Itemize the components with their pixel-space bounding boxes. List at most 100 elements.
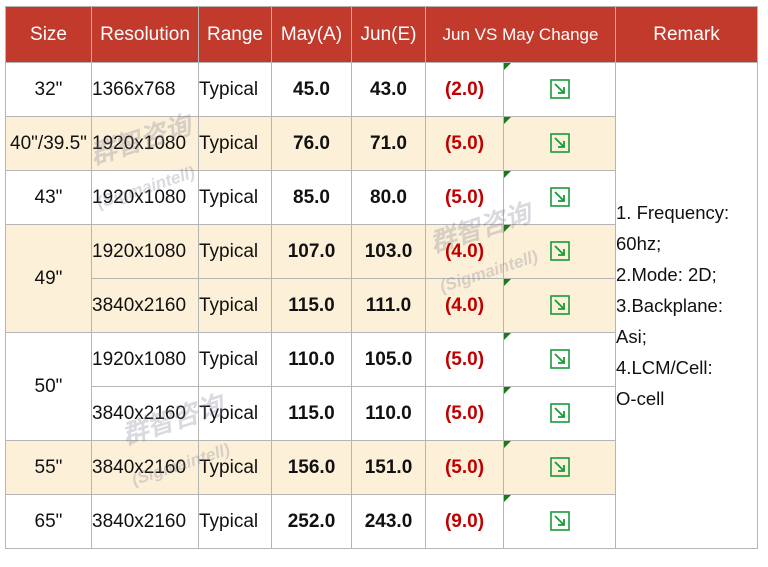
- range-cell: Typical: [198, 278, 272, 333]
- down-trend-arrow-icon: [549, 241, 570, 262]
- header-resolution: Resolution: [91, 6, 199, 63]
- change-cell: (5.0): [425, 170, 504, 225]
- remark-line: Asi;: [616, 326, 647, 347]
- down-trend-arrow-icon: [549, 511, 570, 532]
- resolution-cell: 1920x1080: [91, 170, 199, 225]
- table-row: 50" 1920x1080 Typical 110.0 105.0 (5.0): [5, 332, 758, 441]
- remark-cell: 1. Frequency: 60hz; 2.Mode: 2D; 3.Backpl…: [615, 62, 759, 549]
- jun-cell: 43.0: [351, 62, 426, 117]
- resolution-cell: 1920x1080: [91, 332, 199, 387]
- down-trend-arrow-icon: [549, 79, 570, 100]
- trend-indicator-cell: [502, 170, 617, 225]
- header-range: Range: [198, 6, 272, 63]
- down-trend-arrow-icon: [549, 295, 570, 316]
- may-cell: 115.0: [271, 386, 352, 441]
- resolution-cell: 3840x2160: [91, 386, 199, 441]
- comment-marker-icon: [504, 279, 511, 286]
- change-cell: (9.0): [425, 494, 504, 549]
- jun-cell: 110.0: [351, 386, 426, 441]
- may-cell: 156.0: [271, 440, 352, 495]
- comment-marker-icon: [504, 387, 511, 394]
- range-cell: Typical: [198, 170, 272, 225]
- down-trend-arrow-icon: [549, 457, 570, 478]
- change-cell: (4.0): [425, 278, 504, 333]
- size-cell: 55": [5, 440, 92, 495]
- table-row: 3840x2160 Typical 115.0 110.0 (5.0): [6, 386, 758, 441]
- trend-indicator-cell: [502, 278, 617, 333]
- trend-indicator-cell: [502, 386, 617, 441]
- table-row: 65" 3840x2160 Typical 252.0 243.0 (9.0): [5, 494, 758, 549]
- size-cell: 32": [5, 62, 92, 117]
- resolution-cell: 1366x768: [91, 62, 199, 117]
- price-table: Size Resolution Range May(A) Jun(E) Jun …: [5, 6, 759, 549]
- may-cell: 85.0: [271, 170, 352, 225]
- jun-cell: 80.0: [351, 170, 426, 225]
- size-cell: 65": [5, 494, 92, 549]
- change-cell: (5.0): [425, 332, 504, 387]
- remark-line: 3.Backplane:: [616, 295, 723, 316]
- resolution-cell: 1920x1080: [91, 116, 199, 171]
- trend-indicator-cell: [502, 494, 617, 549]
- may-cell: 110.0: [271, 332, 352, 387]
- table-row: 32" 1366x768 Typical 45.0 43.0 (2.0) 1. …: [5, 62, 759, 549]
- range-cell: Typical: [198, 494, 272, 549]
- change-cell: (4.0): [425, 224, 504, 279]
- comment-marker-icon: [504, 63, 511, 70]
- comment-marker-icon: [504, 225, 511, 232]
- trend-indicator-cell: [502, 224, 617, 279]
- table-row: 3840x2160 Typical 115.0 111.0 (4.0): [6, 278, 758, 333]
- trend-indicator-cell: [502, 62, 617, 117]
- size-cell: 49": [5, 224, 92, 333]
- change-cell: (5.0): [425, 440, 504, 495]
- table-row: 55" 3840x2160 Typical 156.0 151.0 (5.0): [5, 440, 758, 495]
- range-cell: Typical: [198, 440, 272, 495]
- change-cell: (2.0): [425, 62, 504, 117]
- range-cell: Typical: [198, 224, 272, 279]
- comment-marker-icon: [504, 171, 511, 178]
- remark-line: 60hz;: [616, 233, 662, 254]
- header-jun: Jun(E): [351, 6, 426, 63]
- jun-cell: 71.0: [351, 116, 426, 171]
- resolution-cell: 3840x2160: [91, 440, 199, 495]
- jun-cell: 105.0: [351, 332, 426, 387]
- down-trend-arrow-icon: [549, 133, 570, 154]
- may-cell: 252.0: [271, 494, 352, 549]
- header-change: Jun VS May Change: [424, 6, 617, 63]
- jun-cell: 243.0: [351, 494, 426, 549]
- down-trend-arrow-icon: [549, 187, 570, 208]
- change-cell: (5.0): [425, 386, 504, 441]
- remark-line: 2.Mode: 2D;: [616, 264, 717, 285]
- comment-marker-icon: [504, 333, 511, 340]
- jun-cell: 151.0: [351, 440, 426, 495]
- size-cell: 40"/39.5": [5, 116, 92, 171]
- range-cell: Typical: [198, 116, 272, 171]
- resolution-cell: 3840x2160: [91, 494, 199, 549]
- trend-indicator-cell: [502, 332, 617, 387]
- size-cell: 43": [5, 170, 92, 225]
- remark-line: 4.LCM/Cell:: [616, 357, 713, 378]
- table-row: 40"/39.5" 1920x1080 Typical 76.0 71.0 (5…: [5, 116, 758, 171]
- down-trend-arrow-icon: [549, 403, 570, 424]
- may-cell: 76.0: [271, 116, 352, 171]
- header-may: May(A): [271, 6, 352, 63]
- comment-marker-icon: [504, 441, 511, 448]
- remark-line: 1. Frequency:: [616, 202, 730, 223]
- remark-line: O-cell: [616, 388, 665, 409]
- may-cell: 45.0: [271, 62, 352, 117]
- comment-marker-icon: [504, 117, 511, 124]
- trend-indicator-cell: [502, 116, 617, 171]
- trend-indicator-cell: [502, 440, 617, 495]
- header-remark: Remark: [615, 6, 759, 63]
- range-cell: Typical: [198, 62, 272, 117]
- range-cell: Typical: [198, 386, 272, 441]
- jun-cell: 103.0: [351, 224, 426, 279]
- size-cell: 50": [5, 332, 92, 441]
- comment-marker-icon: [504, 495, 511, 502]
- resolution-cell: 1920x1080: [91, 224, 199, 279]
- down-trend-arrow-icon: [549, 349, 570, 370]
- resolution-cell: 3840x2160: [91, 278, 199, 333]
- range-cell: Typical: [198, 332, 272, 387]
- header-size: Size: [5, 6, 92, 63]
- header-row: Size Resolution Range May(A) Jun(E) Jun …: [5, 6, 759, 63]
- may-cell: 107.0: [271, 224, 352, 279]
